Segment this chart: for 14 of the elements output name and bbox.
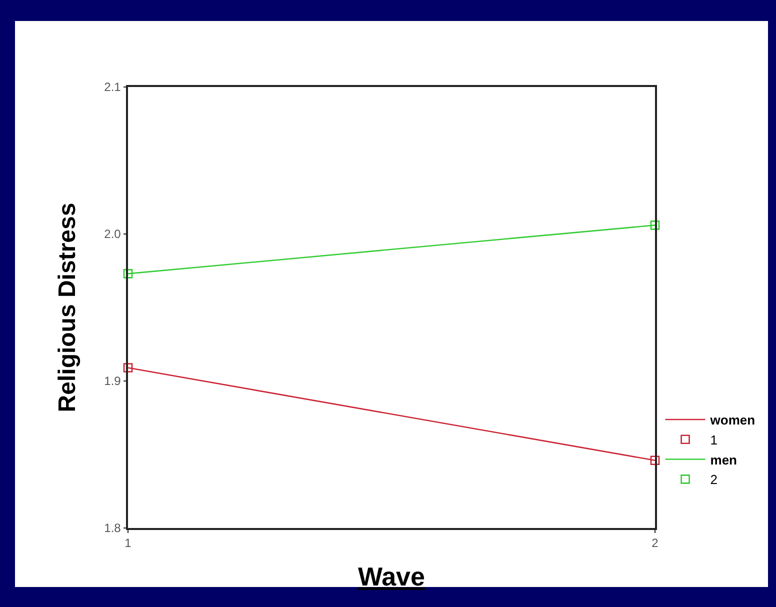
point [650,220,660,230]
point [123,363,133,372]
point [650,456,660,466]
legend-label: women [709,412,756,428]
text: 1 [710,432,718,448]
legend-label: men [710,452,738,468]
x-axis-title: Wave [358,561,425,592]
text: 2 [710,472,718,488]
point [123,269,133,278]
y-tick-label: 2.1 [104,80,122,94]
y-tick-label: 1.9 [104,374,122,388]
y-axis-title: Religious Distress [54,202,81,412]
y-tick-label: 1.8 [104,521,122,536]
y-tick-label: 2.0 [104,227,122,242]
